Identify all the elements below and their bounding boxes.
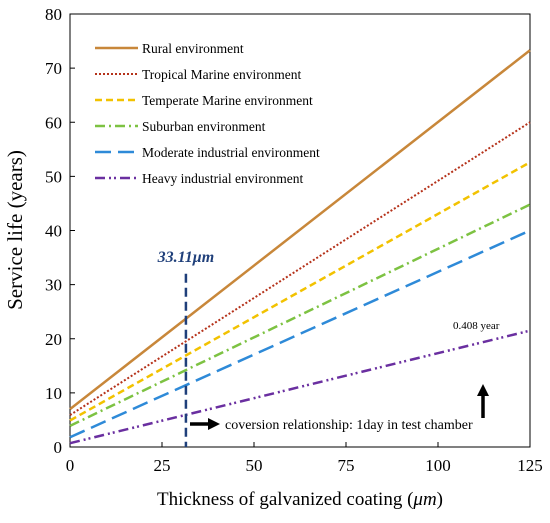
legend: Rural environment Tropical Marine environ… bbox=[95, 41, 320, 186]
series-lines bbox=[69, 49, 531, 445]
series-line bbox=[69, 161, 531, 422]
series-line bbox=[69, 49, 531, 411]
x-axis-label-close: ) bbox=[437, 489, 443, 510]
thickness-marker-label: 33.11μm bbox=[157, 249, 214, 266]
legend-label: Suburban environment bbox=[142, 119, 266, 134]
y-tick-label: 10 bbox=[45, 384, 62, 403]
x-axis-label: Thickness of galvanized coating (μm) bbox=[157, 489, 443, 510]
y-tick-label: 60 bbox=[45, 113, 62, 132]
x-tick-label: 75 bbox=[338, 456, 355, 475]
y-tick-label: 70 bbox=[45, 59, 62, 78]
up-arrow-icon bbox=[477, 384, 489, 396]
y-tick-label: 50 bbox=[45, 167, 62, 186]
x-axis-label-unit: μm bbox=[412, 489, 436, 510]
marker-label-value: 33.11 bbox=[157, 249, 193, 266]
year-conversion-label: 0.408 year bbox=[453, 320, 500, 332]
marker-label-unit: μm bbox=[192, 249, 214, 266]
x-tick-label: 100 bbox=[425, 456, 451, 475]
y-tick-label: 80 bbox=[45, 5, 62, 24]
series-line bbox=[69, 229, 531, 439]
x-tick-label: 25 bbox=[154, 456, 171, 475]
series-line bbox=[69, 203, 531, 428]
y-tick-label: 20 bbox=[45, 330, 62, 349]
y-axis-label: Service life (years) bbox=[3, 150, 27, 310]
legend-label: Rural environment bbox=[142, 41, 244, 56]
x-tick-label: 0 bbox=[66, 456, 75, 475]
y-tick-label: 30 bbox=[45, 276, 62, 295]
y-axis: 0 10 20 30 40 50 60 70 80 bbox=[45, 5, 75, 457]
legend-label: Heavy industrial environment bbox=[142, 171, 303, 186]
legend-label: Tropical Marine environment bbox=[142, 67, 301, 82]
y-tick-label: 0 bbox=[54, 438, 63, 457]
x-axis-label-main: Thickness of galvanized coating ( bbox=[157, 489, 413, 510]
legend-label: Moderate industrial environment bbox=[142, 145, 320, 160]
y-tick-label: 40 bbox=[45, 222, 62, 241]
x-tick-label: 50 bbox=[246, 456, 263, 475]
series-line bbox=[69, 329, 531, 445]
conversion-arrow bbox=[190, 418, 220, 430]
x-tick-label: 125 bbox=[517, 456, 543, 475]
x-axis: 0 25 50 75 100 125 bbox=[66, 442, 543, 475]
series-line bbox=[69, 121, 531, 416]
up-arrow bbox=[477, 384, 489, 418]
conversion-note: coversion relationship: 1day in test cha… bbox=[225, 418, 473, 433]
legend-label: Temperate Marine environment bbox=[142, 93, 313, 108]
right-arrow-icon bbox=[208, 418, 220, 430]
